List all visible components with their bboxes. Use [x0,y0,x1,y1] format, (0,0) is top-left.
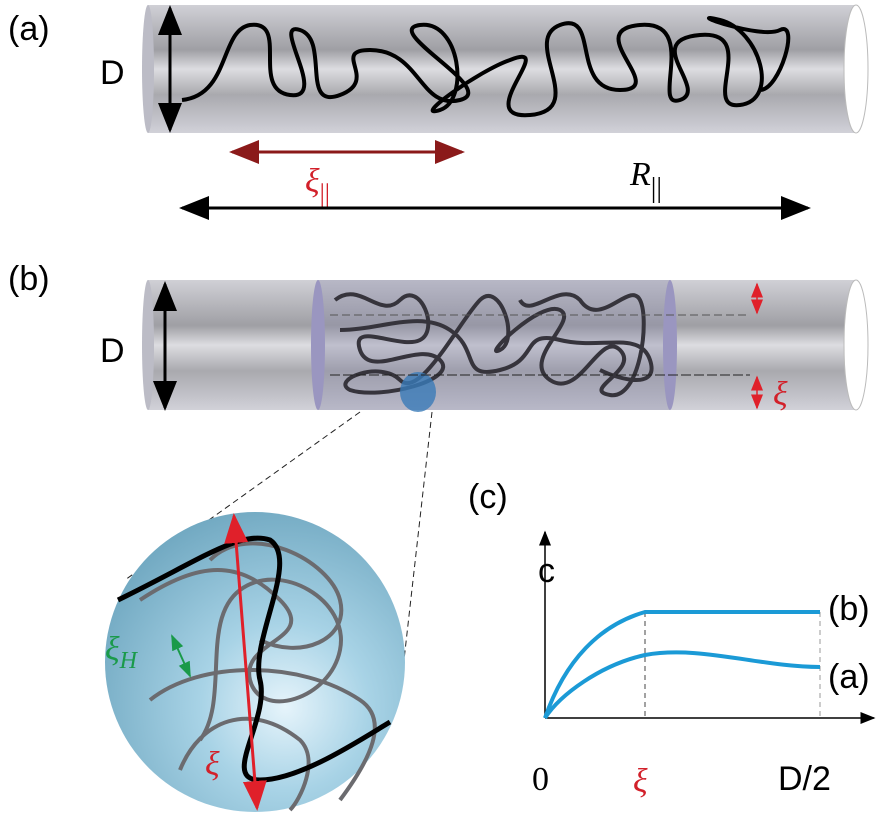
subscript: H [119,648,139,674]
tube-end [142,280,154,410]
symbol: ξ [105,631,120,668]
diameter-label: D [100,332,125,370]
panel-label: (a) [8,10,50,48]
xi-label: ξ [205,746,220,783]
diameter-label: D [100,54,125,92]
curve-label: (b) [828,590,870,628]
r-label: R|| [629,156,662,204]
tube-end [142,5,154,133]
blob [400,372,436,412]
curve-label: (a) [828,658,870,696]
inset: ξH ξ [105,512,405,812]
panel-label: (b) [8,260,50,298]
region-end [663,280,677,410]
zoom-line [404,412,432,660]
figure: (a) D ξ|| R|| (b) D ξ ξH ξ (c) c (b) (a)… [0,0,878,815]
x-tick-label: D/2 [778,760,831,798]
panel-label: (c) [468,478,508,516]
x-tick-label: 0 [532,761,549,798]
subscript: || [320,179,330,208]
subscript: || [651,173,662,204]
region-end [311,280,325,410]
tube-opening [844,280,868,410]
symbol: ξ [305,163,320,200]
y-axis-label: c [538,552,555,590]
symbol: R [629,156,651,193]
xi-label: ξ|| [305,163,330,208]
xi-label: ξ [773,376,788,413]
x-tick-label: ξ [633,763,648,800]
panel-a: (a) D ξ|| R|| [8,5,868,208]
panel-c: (c) c (b) (a) 0 ξ D/2 [468,478,874,800]
curve-a [545,652,820,718]
tube-opening [844,5,868,133]
